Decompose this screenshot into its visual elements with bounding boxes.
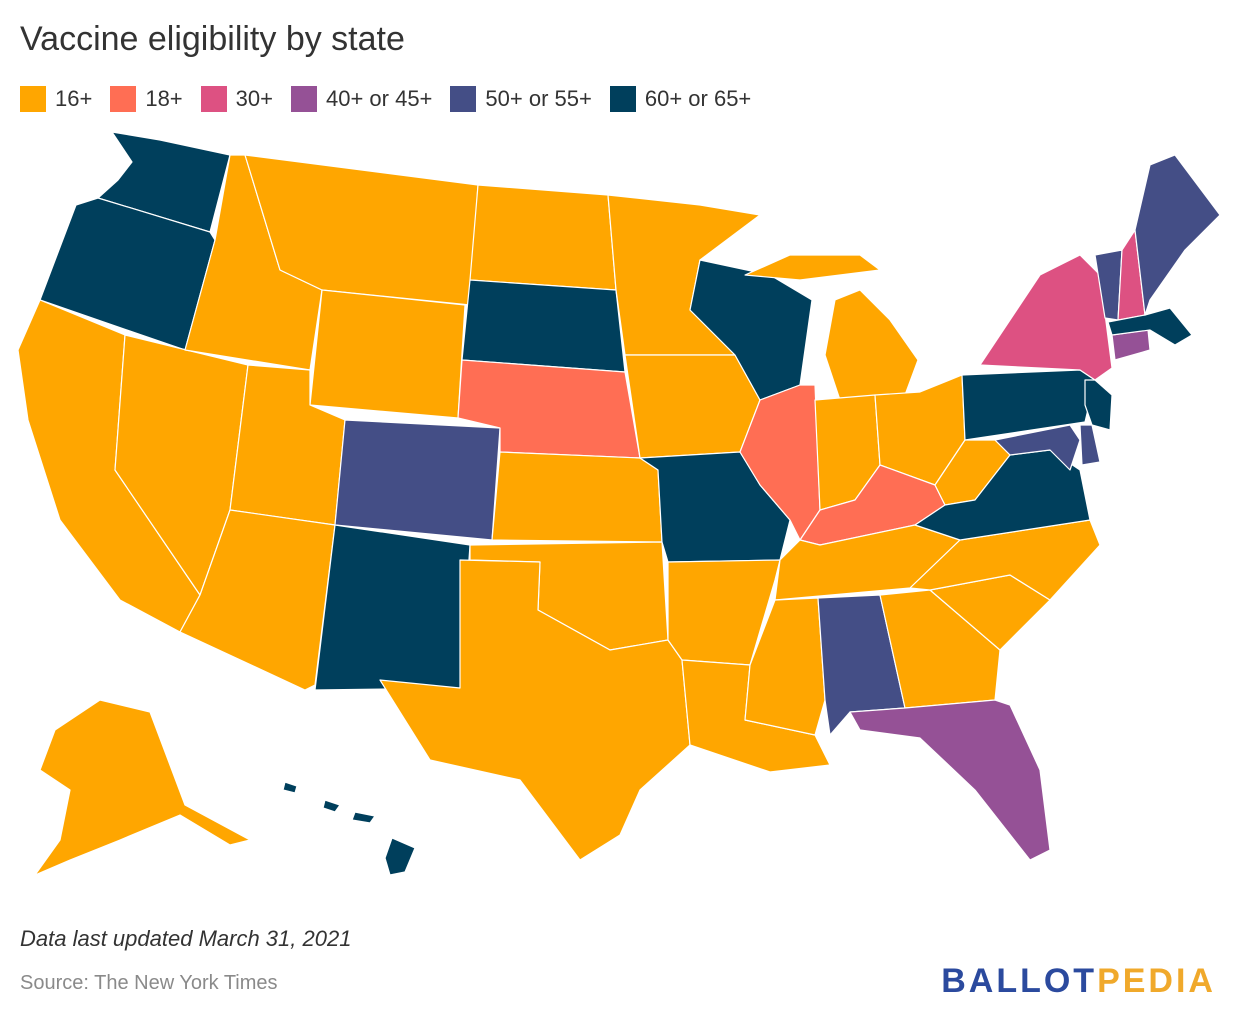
state-MD[interactable]: [994, 424, 1081, 471]
state-DE[interactable]: [1079, 424, 1101, 466]
state-IA[interactable]: [624, 354, 761, 459]
state-FL[interactable]: [849, 699, 1051, 861]
logo-part-pedia: PEDIA: [1097, 962, 1216, 1000]
legend-item-18: 18+: [110, 86, 183, 112]
legend-swatch: [609, 86, 636, 112]
legend-swatch: [110, 86, 137, 112]
state-AK[interactable]: [34, 699, 251, 876]
data-updated-note: Data last updated March 31, 2021: [20, 926, 352, 951]
legend-label: 40+ or 45+: [325, 86, 433, 111]
legend: 16+ 18+ 30+ 40+ or 45+ 50+ or 55+ 60+ or…: [20, 86, 769, 112]
legend-swatch: [200, 86, 227, 112]
us-map: [17, 131, 1221, 876]
state-PA[interactable]: [961, 369, 1096, 441]
chart-title: Vaccine eligibility by state: [20, 20, 405, 58]
legend-swatch: [450, 86, 477, 112]
state-MA[interactable]: [1107, 307, 1193, 346]
ballotpedia-logo: BALLOTPEDIA: [941, 962, 1216, 1001]
legend-label: 30+: [235, 86, 273, 111]
legend-item-40-45: 40+ or 45+: [290, 86, 433, 112]
legend-swatch: [20, 86, 46, 112]
logo-part-ballot: BALLOT: [941, 962, 1098, 1000]
state-ME[interactable]: [1134, 154, 1221, 316]
legend-swatch: [290, 86, 317, 112]
legend-label: 60+ or 65+: [644, 86, 752, 111]
state-NJ[interactable]: [1084, 379, 1113, 431]
state-CO[interactable]: [334, 419, 501, 541]
legend-item-30: 30+: [200, 86, 273, 112]
state-HI[interactable]: [282, 781, 416, 876]
state-MI[interactable]: [744, 254, 919, 401]
state-WY[interactable]: [309, 289, 466, 419]
state-SD[interactable]: [461, 279, 626, 373]
state-NM[interactable]: [314, 524, 471, 691]
legend-label: 18+: [145, 86, 183, 111]
legend-label: 50+ or 55+: [485, 86, 592, 111]
legend-item-60-65: 60+ or 65+: [609, 86, 752, 112]
legend-label: 16+: [55, 86, 93, 111]
state-TX[interactable]: [379, 559, 691, 861]
state-ND[interactable]: [469, 184, 617, 291]
state-KS[interactable]: [491, 451, 663, 543]
legend-item-50-55: 50+ or 55+: [450, 86, 592, 112]
source-credit: Source: The New York Times: [20, 972, 278, 994]
state-NY[interactable]: [979, 254, 1113, 381]
state-GA[interactable]: [879, 589, 1001, 709]
legend-item-16: 16+: [20, 86, 92, 112]
